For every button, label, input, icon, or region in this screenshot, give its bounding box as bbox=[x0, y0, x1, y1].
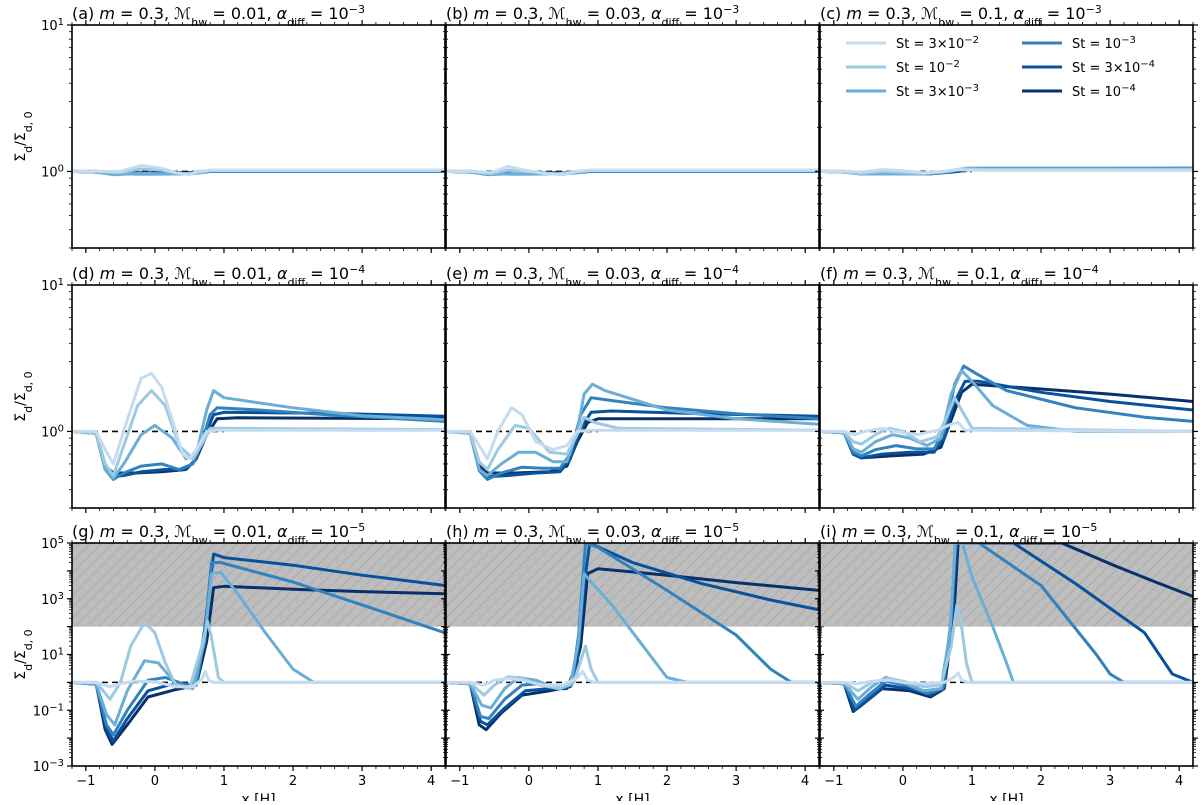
series-line bbox=[72, 570, 445, 727]
y-axis-label: Σd/Σd, 0 bbox=[13, 111, 35, 161]
axes-frame bbox=[71, 284, 446, 509]
series-line bbox=[820, 382, 1193, 460]
x-tick-label: 2 bbox=[1037, 774, 1045, 789]
series-line bbox=[446, 543, 819, 727]
series-line bbox=[72, 619, 445, 701]
series-line bbox=[72, 163, 445, 177]
panel-i: −1 0 1 2 3 4 x [H] (i) m = 0.3, ℳhw = 0.1, αdif… bbox=[815, 521, 1198, 805]
x-tick-label: 3 bbox=[1106, 774, 1114, 789]
x-tick-label: 4 bbox=[1175, 774, 1183, 789]
y-axis-label: Σd/Σd, 0 bbox=[13, 371, 35, 421]
series-line bbox=[820, 379, 1193, 460]
panel-title: (c) m = 0.3, ℳhw = 0.1, αdiff = 10−3 bbox=[820, 3, 1102, 29]
x-tick-label: 2 bbox=[663, 774, 671, 789]
legend-label: St = 10−3 bbox=[1072, 35, 1136, 53]
y-axis-label: Σd/Σd, 0 bbox=[13, 629, 35, 679]
series-line bbox=[446, 165, 819, 177]
y-tick-label: 10−1 bbox=[33, 702, 64, 720]
series-line bbox=[446, 415, 819, 471]
x-axis-label: x [H] bbox=[989, 792, 1023, 801]
x-axis-label: x [H] bbox=[615, 792, 649, 801]
panel-title: (h) m = 0.3, ℳhw = 0.03, αdiff = 10−5 bbox=[446, 521, 739, 547]
panel-b: (b) m = 0.3, ℳhw = 0.03, αdiff = 10−3 bbox=[441, 3, 824, 253]
x-tick-label: 1 bbox=[220, 774, 228, 789]
series-line bbox=[820, 671, 1193, 686]
panel-c: (c) m = 0.3, ℳhw = 0.1, αdiff = 10−3 St =… bbox=[815, 3, 1198, 253]
x-tick-label: 3 bbox=[732, 774, 740, 789]
series-line bbox=[820, 603, 1193, 693]
series-line bbox=[72, 669, 445, 689]
series-line bbox=[820, 396, 1193, 446]
axes-frame bbox=[819, 284, 1194, 509]
series-line bbox=[446, 396, 819, 481]
panel-title: (i) m = 0.3, ℳhw = 0.1, αdiff = 10−5 bbox=[820, 521, 1097, 547]
panel-e: (e) m = 0.3, ℳhw = 0.03, αdiff = 10−4 bbox=[441, 263, 824, 513]
x-tick-label: 2 bbox=[289, 774, 297, 789]
y-tick-label: 101 bbox=[41, 277, 64, 295]
x-tick-label: 3 bbox=[358, 774, 366, 789]
y-tick-label: 101 bbox=[41, 646, 64, 664]
series-line bbox=[820, 168, 1193, 175]
x-tick-label: 4 bbox=[427, 774, 435, 789]
x-tick-label: 0 bbox=[525, 774, 533, 789]
panel-g: −1 0 1 2 3 4 10−3 10−1 101 103 105 Σd/Σd, 0 x [H] (g)… bbox=[13, 521, 450, 805]
series-line bbox=[446, 669, 819, 687]
y-tick-label: 100 bbox=[41, 163, 64, 181]
series-line bbox=[446, 382, 819, 477]
legend-label: St = 10−4 bbox=[1072, 83, 1136, 101]
panel-f: (f) m = 0.3, ℳhw = 0.1, αdiff = 10−4 bbox=[815, 263, 1198, 513]
legend-label: St = 3×10−4 bbox=[1072, 59, 1155, 77]
series-line bbox=[446, 644, 819, 697]
axes-frame bbox=[819, 24, 1194, 249]
shaded-region bbox=[820, 543, 1193, 627]
panel-a: 100 101 Σd/Σd, 0 (a) m = 0.3, ℳhw = 0.01, α… bbox=[13, 3, 450, 253]
panel-title: (a) m = 0.3, ℳhw = 0.01, αdiff = 10−3 bbox=[72, 3, 365, 29]
axes-frame bbox=[445, 284, 820, 509]
series-line bbox=[446, 406, 819, 461]
axes-frame bbox=[445, 24, 820, 249]
series-line bbox=[72, 561, 445, 737]
y-tick-label: 100 bbox=[41, 423, 64, 441]
legend: St = 3×10−2 St = 10−2 St = 3×10−3 St = 10−3… bbox=[846, 35, 1155, 101]
legend-label: St = 3×10−3 bbox=[896, 83, 979, 101]
x-tick-label: 0 bbox=[899, 774, 907, 789]
y-tick-label: 10−3 bbox=[33, 758, 64, 776]
y-tick-label: 105 bbox=[41, 535, 64, 553]
series-line bbox=[72, 389, 445, 480]
panel-d: 100 101 Σd/Σd, 0 (d) m = 0.3, ℳhw = 0.01, α… bbox=[13, 263, 450, 513]
panel-h: −1 0 1 2 3 4 x [H] (h) m = 0.3, ℳhw = 0.03, αdi… bbox=[441, 521, 824, 805]
x-tick-label: 1 bbox=[968, 774, 976, 789]
series-line bbox=[820, 543, 1193, 701]
legend-label: St = 10−2 bbox=[896, 59, 960, 77]
x-axis-label: x [H] bbox=[241, 792, 275, 801]
legend-label: St = 3×10−2 bbox=[896, 35, 979, 53]
panel-title: (e) m = 0.3, ℳhw = 0.03, αdiff = 10−4 bbox=[446, 263, 739, 289]
series-line bbox=[820, 421, 1193, 437]
panel-title: (d) m = 0.3, ℳhw = 0.01, αdiff = 10−4 bbox=[72, 263, 365, 289]
axes-frame bbox=[71, 24, 446, 249]
x-tick-label: −1 bbox=[450, 774, 469, 789]
y-tick-label: 103 bbox=[41, 590, 64, 608]
series-line bbox=[72, 371, 445, 466]
y-tick-label: 101 bbox=[41, 17, 64, 35]
x-tick-label: 4 bbox=[801, 774, 809, 789]
series-line bbox=[72, 416, 445, 475]
panel-title: (b) m = 0.3, ℳhw = 0.03, αdiff = 10−3 bbox=[446, 3, 739, 29]
panel-title: (g) m = 0.3, ℳhw = 0.01, αdiff = 10−5 bbox=[72, 521, 365, 547]
x-tick-label: −1 bbox=[824, 774, 843, 789]
x-tick-label: 0 bbox=[151, 774, 159, 789]
series-line bbox=[820, 369, 1193, 454]
x-tick-label: 1 bbox=[594, 774, 602, 789]
x-tick-label: −1 bbox=[76, 774, 95, 789]
panel-title: (f) m = 0.3, ℳhw = 0.1, αdiff = 10−4 bbox=[820, 263, 1099, 289]
